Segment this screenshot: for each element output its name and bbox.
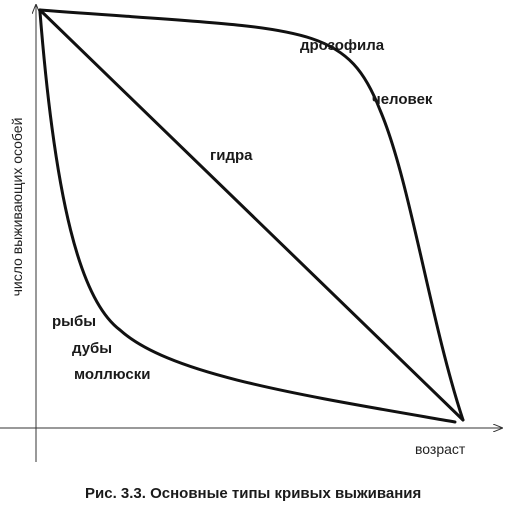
label-drosophila: дрозофила (300, 37, 385, 54)
label-hydra: гидра (210, 147, 253, 164)
y-axis-label: число выживающих особей (9, 118, 25, 297)
x-axis-label: возраст (415, 441, 466, 457)
diagonal-survival-curve (38, 8, 465, 422)
label-fish: рыбы (52, 313, 96, 330)
label-oaks: дубы (72, 340, 112, 357)
convex-survival-curve (38, 8, 465, 422)
label-human: человек (372, 91, 433, 108)
label-mollusks: моллюски (74, 366, 150, 383)
figure-caption: Рис. 3.3. Основные типы кривых выживания (85, 485, 421, 502)
concave-survival-curve (38, 10, 457, 424)
